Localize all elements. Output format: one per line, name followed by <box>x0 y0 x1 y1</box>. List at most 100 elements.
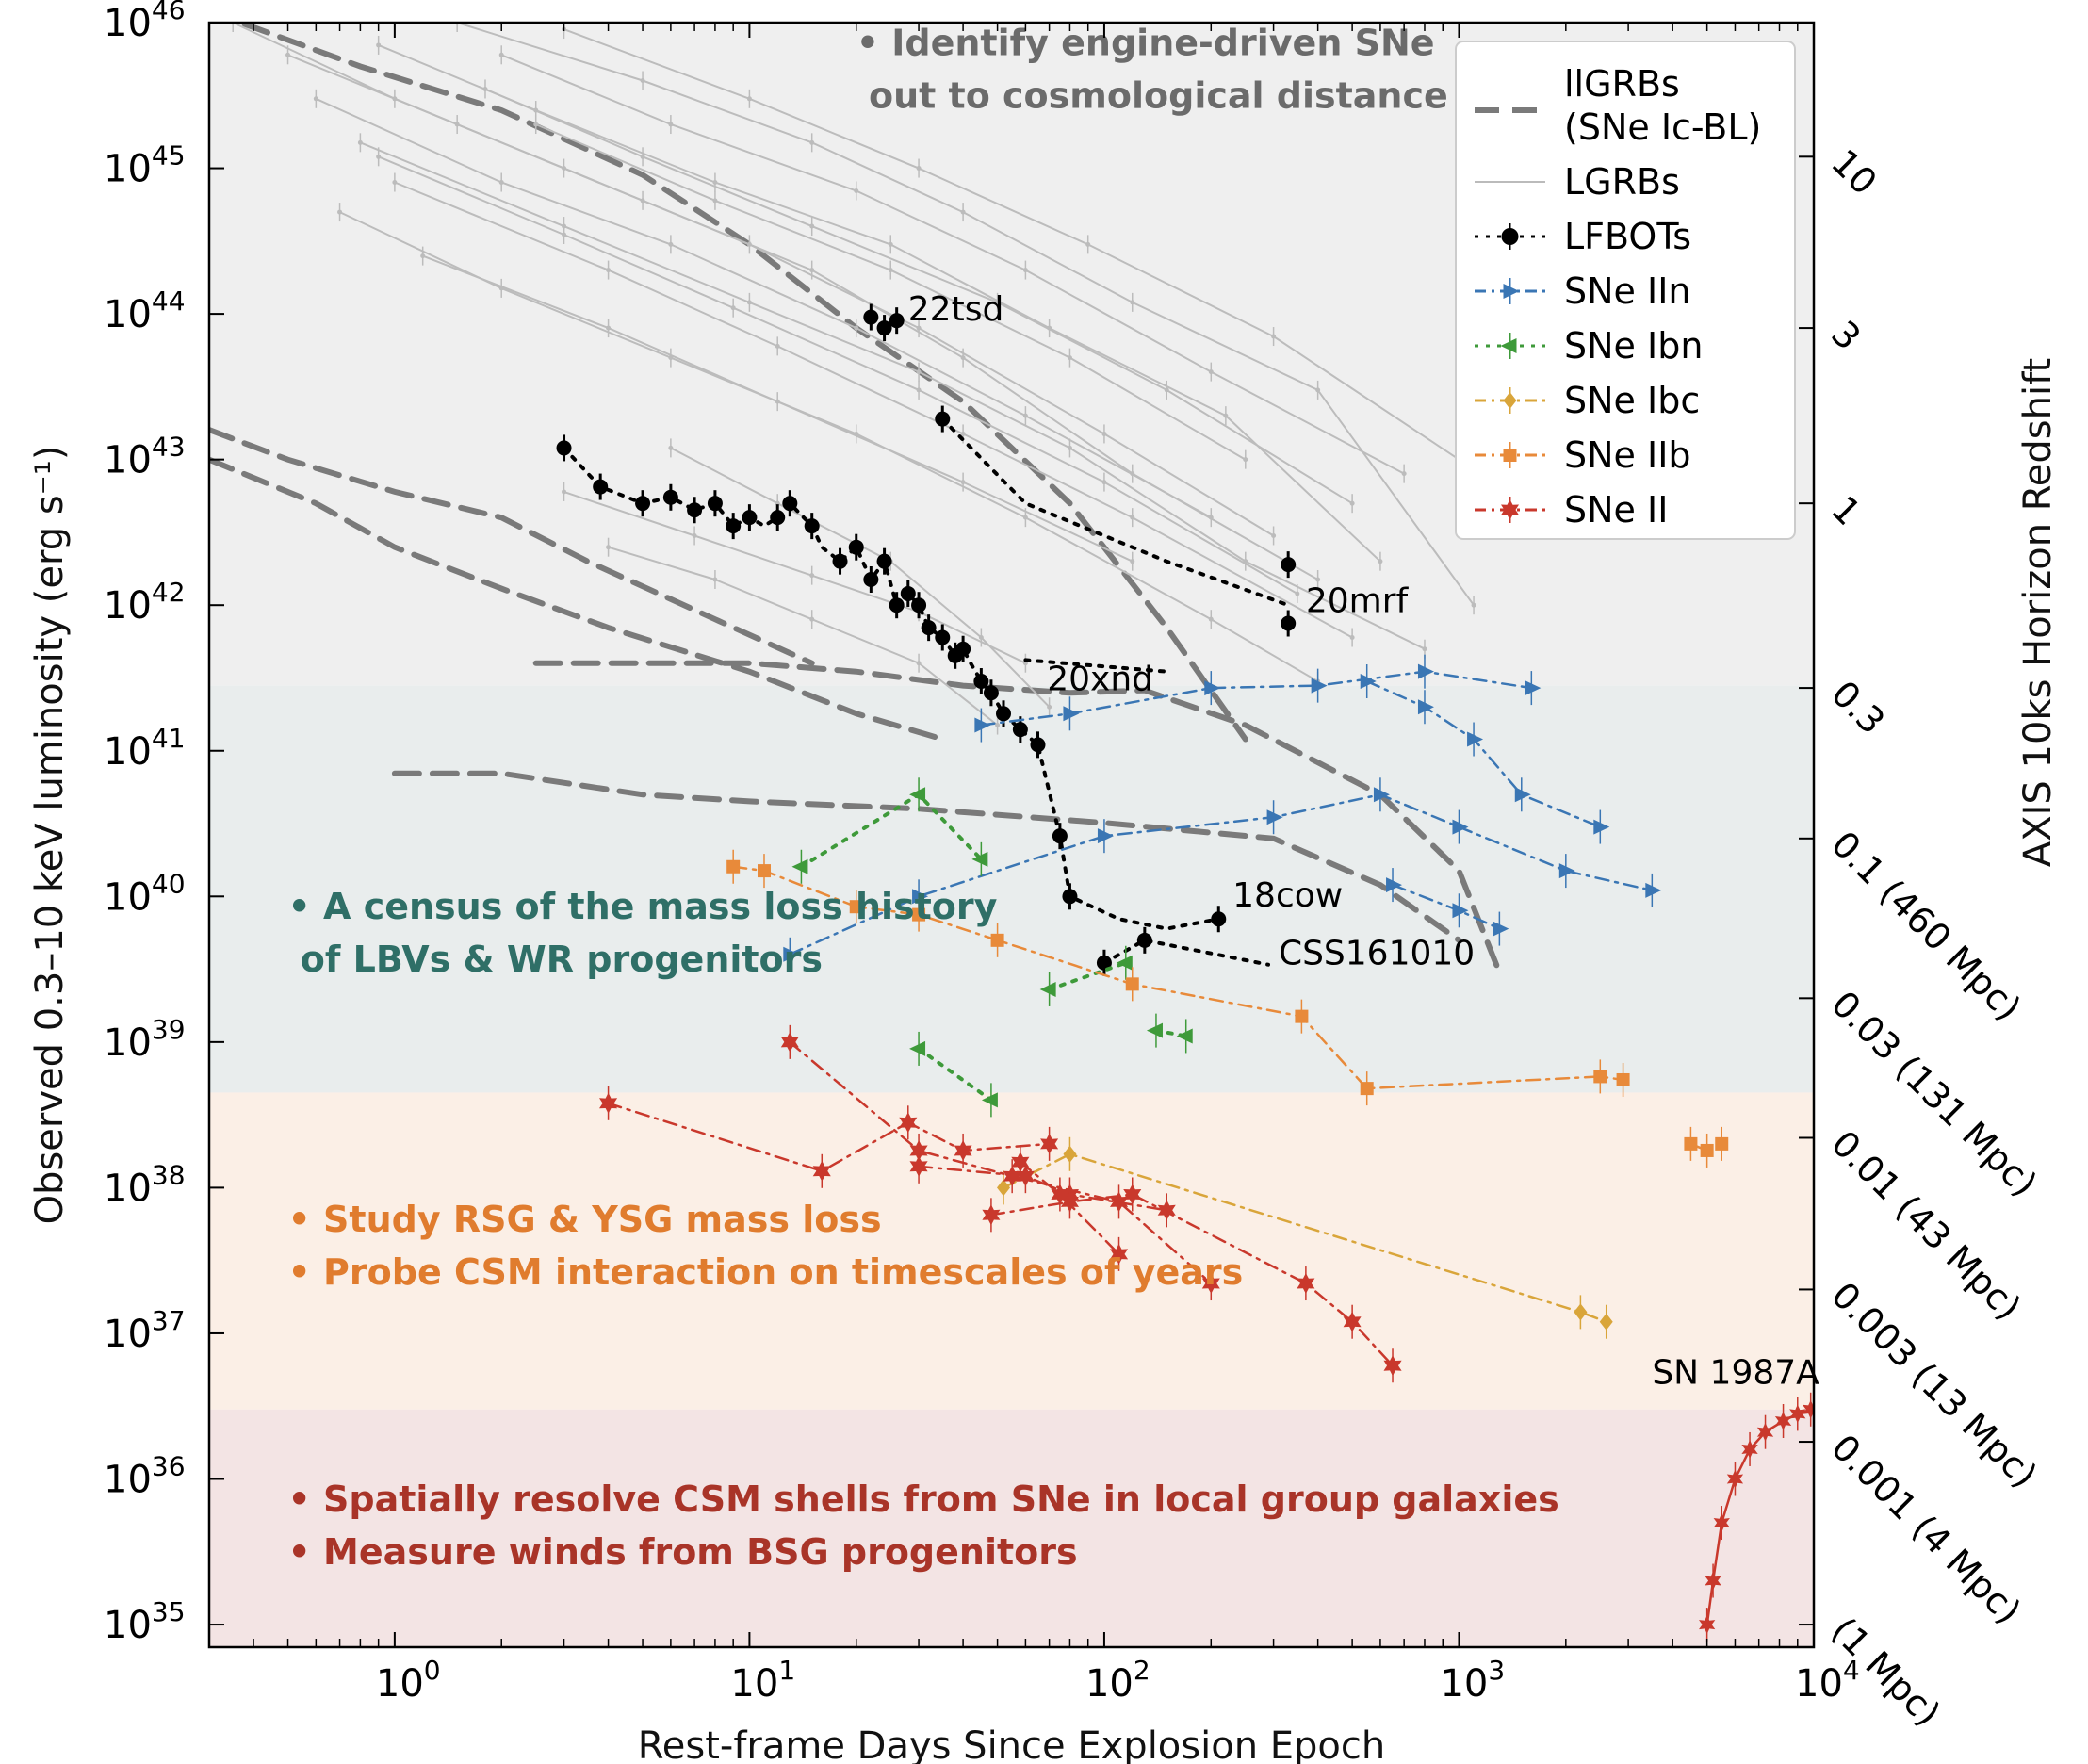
data-point-square <box>849 900 863 914</box>
data-point-small <box>712 198 718 204</box>
y-tick-label: 1043 <box>104 432 186 482</box>
tick-base: 10 <box>104 1167 152 1210</box>
data-point-small <box>392 180 398 186</box>
data-point-star <box>1040 1133 1059 1154</box>
data-point-small <box>1022 413 1028 418</box>
legend-entry-label: SNe Ibc <box>1564 380 1700 421</box>
data-point-star <box>1003 1166 1021 1187</box>
data-point-triangle <box>1452 903 1469 919</box>
data-point-small <box>454 122 460 127</box>
data-point-small <box>809 573 815 579</box>
data-point-small <box>809 268 815 273</box>
data-point-circle <box>996 706 1012 722</box>
series-line <box>209 427 815 666</box>
data-point-small <box>978 634 984 640</box>
data-point-star <box>899 1112 918 1134</box>
data-point-diamond <box>1503 392 1517 409</box>
data-point-circle <box>1096 955 1112 971</box>
data-point-small <box>668 241 674 247</box>
point-labels: 22tsd 20mrf 20xnd 18cow CSS161010 SN 1987A <box>908 290 1819 1392</box>
data-point-small <box>1295 591 1300 596</box>
tick-base: 10 <box>104 584 152 628</box>
tick-base: 10 <box>1440 1662 1488 1706</box>
data-point-star <box>1741 1440 1758 1459</box>
point-label: 22tsd <box>908 290 1004 329</box>
series-line <box>1101 938 1270 967</box>
legend-label-line: LGRBs <box>1564 161 1680 203</box>
series-line <box>1023 658 1169 674</box>
x-tick-label: 100 <box>376 1655 441 1706</box>
series-line <box>532 660 1503 976</box>
data-point-small <box>1422 646 1427 652</box>
data-point-small <box>854 325 859 331</box>
tick-exponent: 41 <box>152 723 186 754</box>
data-point-circle <box>1501 228 1519 245</box>
data-point-small <box>960 355 966 361</box>
series-sn-1987a <box>1699 1392 1814 1642</box>
data-point-square <box>990 933 1004 947</box>
legend-label-line: SNe IIn <box>1564 270 1691 312</box>
data-point-small <box>1085 241 1091 247</box>
data-point-small <box>337 209 343 215</box>
data-point-small <box>1349 500 1355 506</box>
data-point-circle <box>911 597 927 613</box>
data-point-small <box>498 52 504 57</box>
legend: llGRBs (SNe Ic-BL) LGRBs LFBOTs SNe IIn SNe I… <box>1455 41 1796 540</box>
data-point-small <box>640 78 645 84</box>
data-point-small <box>420 253 426 259</box>
annotation-line: • Identify engine-driven SNe <box>856 22 1435 63</box>
tick-base: 10 <box>104 1459 152 1502</box>
data-point-small <box>1315 577 1321 582</box>
tick-exponent: 39 <box>152 1014 186 1045</box>
data-point-triangle <box>1525 680 1542 696</box>
x-axis-label: Rest-frame Days Since Explosion Epoch <box>638 1724 1386 1764</box>
data-point-triangle <box>1266 809 1283 825</box>
data-point-small <box>1130 514 1135 520</box>
data-point-circle <box>770 510 786 526</box>
data-point-small <box>712 577 718 582</box>
point-label: 20mrf <box>1306 581 1410 620</box>
data-point-triangle <box>1417 663 1434 679</box>
series-line <box>989 1193 1395 1367</box>
data-point-triangle <box>1500 338 1517 353</box>
data-point-star <box>1123 1184 1142 1205</box>
data-point-circle <box>1012 722 1028 738</box>
data-point-star <box>1383 1355 1402 1377</box>
data-point-circle <box>1281 615 1297 631</box>
data-point-triangle <box>971 851 988 867</box>
data-point-star <box>1726 1469 1744 1489</box>
data-point-circle <box>687 502 703 518</box>
data-point-circle <box>832 553 848 569</box>
data-point-star <box>1713 1513 1730 1532</box>
data-point-square <box>1125 977 1139 991</box>
data-point-circle <box>889 313 905 329</box>
data-point-small <box>533 122 539 127</box>
data-point-small <box>916 369 922 375</box>
series-sne-iib <box>726 849 1729 1168</box>
data-point-small <box>960 480 966 485</box>
data-point-square <box>912 907 926 922</box>
annotation-engine: • Identify engine-driven SNe out to cosm… <box>856 22 1448 116</box>
data-point-small <box>746 96 752 102</box>
annotation-line: of LBVs & WR progenitors <box>288 939 824 980</box>
data-point-small <box>960 431 966 436</box>
data-point-triangle <box>1311 678 1328 694</box>
y-axis-label: Observed 0.3–10 keV luminosity (erg s⁻¹) <box>28 446 72 1225</box>
legend-label-line: llGRBs <box>1564 63 1680 105</box>
data-point-star <box>1343 1311 1362 1332</box>
data-point-triangle <box>1373 787 1390 803</box>
data-point-circle <box>1281 557 1297 573</box>
x-tick-label: 103 <box>1440 1655 1505 1706</box>
data-point-triangle <box>791 858 808 874</box>
data-point-small <box>888 241 893 247</box>
y-tick-label: 1045 <box>104 140 186 191</box>
data-point-circle <box>1052 828 1068 844</box>
data-point-triangle <box>1558 863 1575 879</box>
series-line <box>1002 1152 1607 1323</box>
data-point-small <box>1067 355 1072 361</box>
series-line <box>563 28 1460 461</box>
data-point-small <box>1022 268 1028 273</box>
data-point-triangle <box>909 1040 926 1056</box>
data-point-triangle <box>1417 699 1434 715</box>
data-point-small <box>1401 471 1407 477</box>
